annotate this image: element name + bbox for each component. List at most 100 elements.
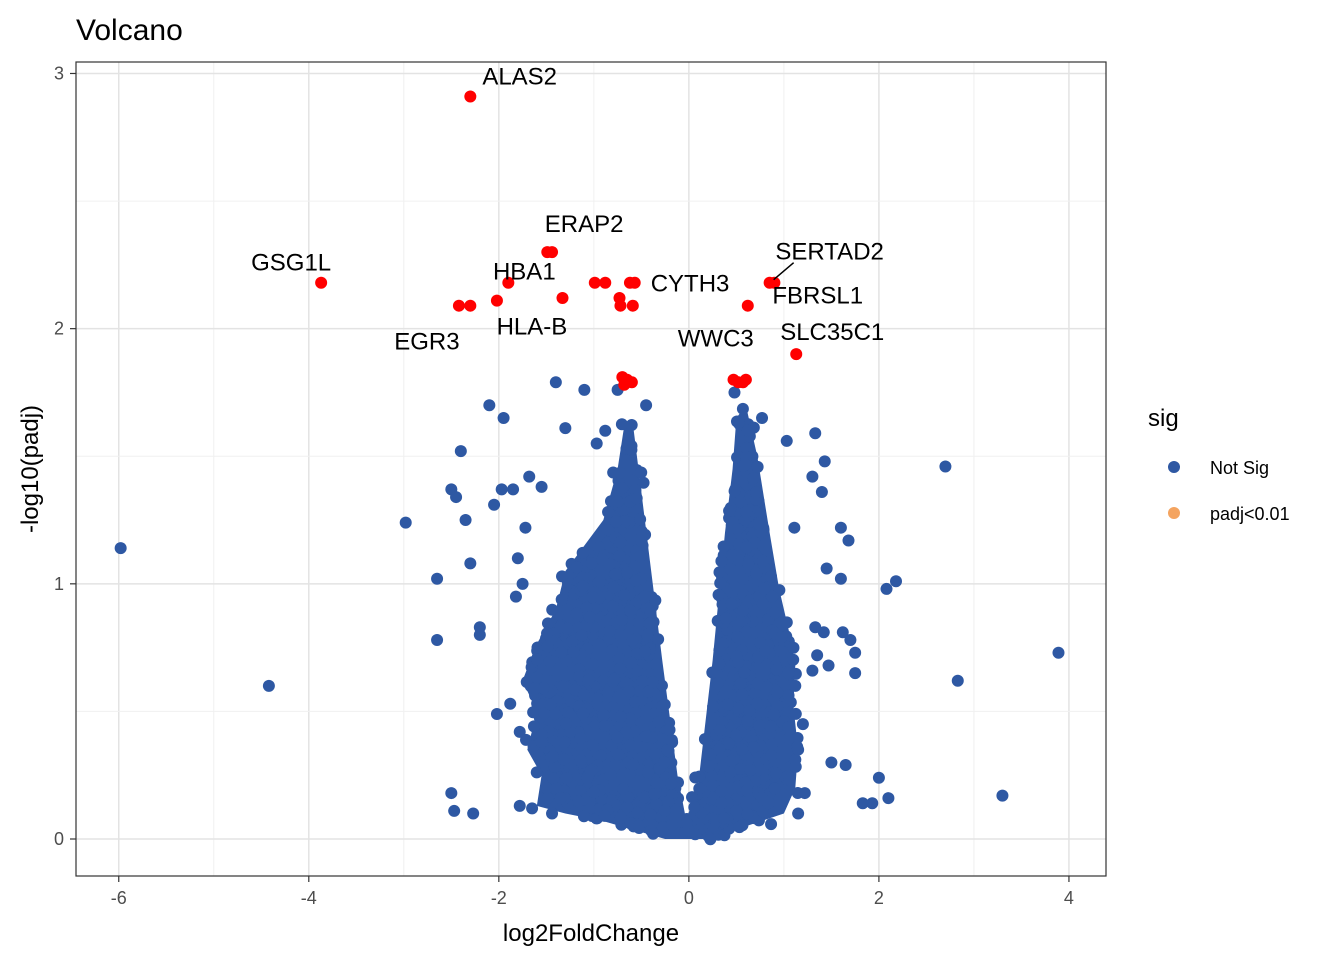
cloud-point — [603, 625, 616, 638]
cloud-point — [771, 686, 784, 699]
gene-labels: ALAS2 ERAP2 GSG1L HBA1 EGR3 HLA-B CYTH3 WWC3 SER… — [251, 63, 884, 355]
gene-label: SLC35C1 — [780, 319, 884, 346]
cloud-point — [630, 492, 643, 505]
not-sig-point — [519, 521, 532, 534]
cloud-point — [577, 688, 590, 701]
cloud-point — [753, 719, 766, 732]
cloud-point — [723, 504, 736, 517]
x-tick-label: -6 — [111, 888, 127, 908]
not-sig-point — [756, 411, 769, 424]
cloud-point — [625, 443, 638, 456]
cloud-point — [555, 646, 568, 659]
cloud-point — [638, 645, 651, 658]
cloud-point — [527, 720, 540, 733]
cloud-point — [756, 554, 769, 567]
cloud-point — [615, 418, 628, 431]
cloud-point — [765, 818, 778, 831]
x-axis-title: log2FoldChange — [503, 920, 679, 947]
not-sig-point — [554, 792, 567, 805]
cloud-point — [703, 760, 716, 773]
not-sig-point — [262, 679, 275, 692]
cloud-point — [625, 419, 638, 432]
cloud-point — [605, 644, 618, 657]
cloud-point — [599, 719, 612, 732]
cloud-point — [736, 819, 749, 832]
x-axis: -6 -4 -2 0 2 4 — [111, 876, 1074, 908]
cloud-point — [712, 588, 725, 601]
cloud-point — [662, 795, 675, 808]
gene-label: HBA1 — [493, 259, 556, 286]
cloud-point — [634, 513, 647, 526]
x-tick-label: -2 — [491, 888, 507, 908]
not-sig-point — [509, 590, 522, 603]
cloud-point — [593, 575, 606, 588]
cloud-point — [715, 555, 728, 568]
cloud-point — [610, 515, 623, 528]
cloud-point — [706, 779, 719, 792]
cloud-point — [722, 737, 735, 750]
cloud-point — [768, 782, 781, 795]
cloud-point — [736, 572, 749, 585]
not-sig-point — [1052, 646, 1065, 659]
cloud-point — [621, 801, 634, 814]
not-sig-point — [809, 621, 822, 634]
y-tick-label: 3 — [54, 63, 64, 83]
cloud-point — [621, 566, 634, 579]
not-sig-point — [834, 521, 847, 534]
cloud-point — [520, 675, 533, 688]
not-sig-point — [454, 445, 467, 458]
gene-label: HLA-B — [497, 314, 568, 341]
not-sig-point — [483, 399, 496, 412]
not-sig-point — [951, 674, 964, 687]
cloud-point — [787, 653, 800, 666]
y-tick-label: 2 — [54, 319, 64, 339]
cloud-point — [618, 515, 631, 528]
cloud-point — [740, 625, 753, 638]
cloud-point — [707, 700, 720, 713]
not-sig-point — [590, 437, 603, 450]
cloud-point — [624, 604, 637, 617]
gene-label: SERTAD2 — [775, 239, 883, 266]
y-tick-label: 1 — [54, 574, 64, 594]
gene-label: GSG1L — [251, 250, 331, 277]
cloud-point — [614, 710, 627, 723]
cloud-point — [747, 741, 760, 754]
not-sig-point — [856, 797, 869, 810]
cloud-point — [604, 769, 617, 782]
cloud-point — [609, 759, 622, 772]
cloud-point — [614, 466, 627, 479]
cloud-point — [530, 766, 543, 779]
not-sig-point — [467, 807, 480, 820]
cloud-point — [556, 680, 569, 693]
legend: sig Not Sig padj<0.01 — [1148, 405, 1290, 524]
cloud-point — [765, 570, 778, 583]
cloud-point — [613, 549, 626, 562]
cloud-point — [555, 593, 568, 606]
not-sig-point — [849, 646, 862, 659]
not-sig-point — [535, 480, 548, 493]
cloud-point — [560, 772, 573, 785]
cloud-point — [541, 640, 554, 653]
cloud-point — [607, 581, 620, 594]
cloud-point — [586, 591, 599, 604]
not-sig-point — [849, 667, 862, 680]
cloud-point — [782, 689, 795, 702]
sig-point — [315, 276, 328, 289]
cloud-point — [576, 546, 589, 559]
cloud-point — [705, 770, 718, 783]
cloud-point — [647, 827, 660, 840]
cloud-point — [714, 577, 727, 590]
not-sig-point — [788, 521, 801, 534]
cloud-point — [597, 674, 610, 687]
gene-label: FBRSL1 — [772, 283, 863, 310]
not-sig-point — [495, 483, 508, 496]
not-sig-point — [513, 799, 526, 812]
not-sig-point — [806, 470, 819, 483]
cloud-point — [750, 567, 763, 580]
not-sig-point — [599, 424, 612, 437]
not-sig-point — [511, 552, 524, 565]
cloud-point — [750, 486, 763, 499]
cloud-point — [787, 641, 800, 654]
not-sig-point — [872, 771, 885, 784]
cloud-point — [739, 458, 752, 471]
